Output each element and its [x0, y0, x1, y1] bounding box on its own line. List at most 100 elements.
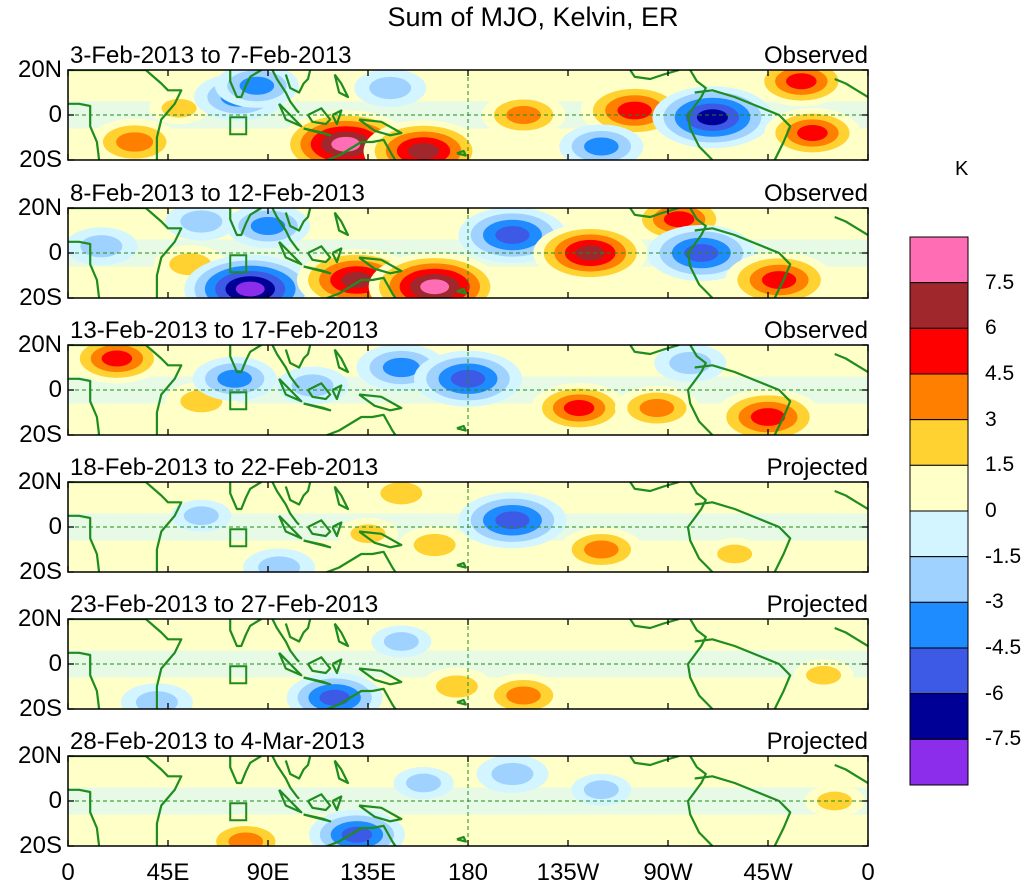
anomaly-contour [717, 544, 753, 564]
anomaly-contour [750, 408, 786, 426]
y-tick-label: 20N [17, 742, 62, 769]
coastline [307, 793, 332, 812]
colorbar-swatch [909, 738, 969, 786]
coastlines [68, 482, 868, 572]
coastline [694, 775, 792, 846]
coastline [834, 763, 868, 784]
colorbar-swatch [909, 647, 969, 695]
colorbar-swatch [909, 693, 969, 740]
x-tick-label: 45W [743, 859, 793, 886]
x-tick-label: 90E [246, 859, 290, 886]
map-panel [67, 618, 869, 710]
anomaly-contour [786, 73, 817, 90]
coastlines [68, 619, 868, 709]
anomaly-contour [258, 556, 301, 572]
panel-period-label: 3-Feb-2013 to 7-Feb-2013 [70, 42, 352, 69]
anomaly-contour [696, 109, 728, 126]
coastline [686, 70, 714, 160]
anomaly-contour [383, 632, 419, 651]
anomaly-contour [575, 245, 605, 261]
coastline [834, 77, 868, 98]
y-tick-label: 0 [48, 787, 62, 814]
coastline [278, 652, 303, 677]
coastline [307, 382, 332, 401]
y-tick-label: 20N [17, 56, 62, 83]
x-tick-label: 45E [146, 859, 190, 886]
panel-status-label: Projected [766, 454, 868, 481]
coastline [629, 345, 680, 356]
coastline [694, 638, 792, 709]
coastline [229, 619, 262, 648]
coastline [629, 208, 680, 219]
anomaly-contour [183, 506, 219, 526]
anomaly-contour [180, 210, 223, 233]
coastline [68, 240, 101, 298]
y-tick-label: 0 [48, 650, 62, 677]
map-panel [67, 207, 869, 299]
colorbar-swatch [909, 556, 969, 603]
coastline [284, 756, 312, 780]
anomaly-contour [584, 540, 619, 559]
coastline [686, 756, 714, 846]
colorbar-swatch [909, 236, 969, 284]
coastline [278, 103, 303, 128]
coastline [629, 756, 680, 767]
coastline [358, 393, 403, 412]
coastline [694, 501, 792, 572]
anomaly-contour [161, 98, 197, 118]
y-tick-label: 20S [19, 421, 62, 448]
coastlines [68, 756, 868, 846]
anomaly-contour [663, 211, 695, 228]
coastline [229, 70, 262, 99]
coastline [834, 352, 868, 373]
colorbar-tick-label: 4.5 [985, 362, 1015, 385]
coastlines [68, 70, 868, 160]
coastline [324, 138, 397, 160]
colorbar-tick-label: -6 [985, 681, 1004, 705]
coastline [229, 345, 262, 374]
x-tick-label: 135E [339, 859, 397, 886]
coastline [324, 413, 397, 435]
coastline [333, 622, 350, 648]
coastline [333, 485, 350, 511]
region-box [229, 665, 248, 685]
coastline [278, 378, 303, 403]
colorbar-swatch [909, 601, 969, 649]
coastline [303, 676, 332, 686]
coastline [324, 824, 397, 846]
colorbar-tick-label: 1.5 [985, 453, 1015, 477]
x-tick-label: 0 [861, 859, 875, 886]
region-box [229, 116, 248, 136]
coastline [307, 107, 332, 126]
anomaly-contour [217, 369, 252, 388]
anomaly-contour [101, 350, 133, 367]
panel-period-label: 13-Feb-2013 to 17-Feb-2013 [70, 317, 379, 344]
coastline [333, 211, 350, 237]
colorbar-unit-label: K [955, 158, 969, 180]
coastlines [68, 208, 868, 298]
y-tick-label: 0 [48, 101, 62, 128]
coastline [333, 73, 350, 99]
y-tick-label: 0 [48, 376, 62, 403]
coastline [358, 804, 403, 823]
anomaly-contour [639, 398, 675, 418]
panel-status-label: Observed [763, 180, 868, 207]
y-tick-label: 20N [17, 468, 62, 495]
anomaly-contour [584, 137, 619, 156]
anomaly-contour [341, 826, 373, 843]
coastline [333, 348, 350, 374]
colorbar-tick-label: 0 [985, 499, 997, 522]
colorbar-swatch [909, 327, 969, 375]
coastline [68, 208, 183, 298]
coastline [307, 519, 332, 538]
coastline [68, 482, 183, 572]
y-tick-label: 20N [17, 331, 62, 358]
anomaly-contour [80, 235, 123, 258]
coastline [278, 789, 303, 814]
coastlines [68, 345, 868, 435]
coastline [456, 287, 467, 295]
coastline [68, 377, 101, 435]
coastline [358, 256, 403, 275]
coastline [68, 70, 183, 160]
